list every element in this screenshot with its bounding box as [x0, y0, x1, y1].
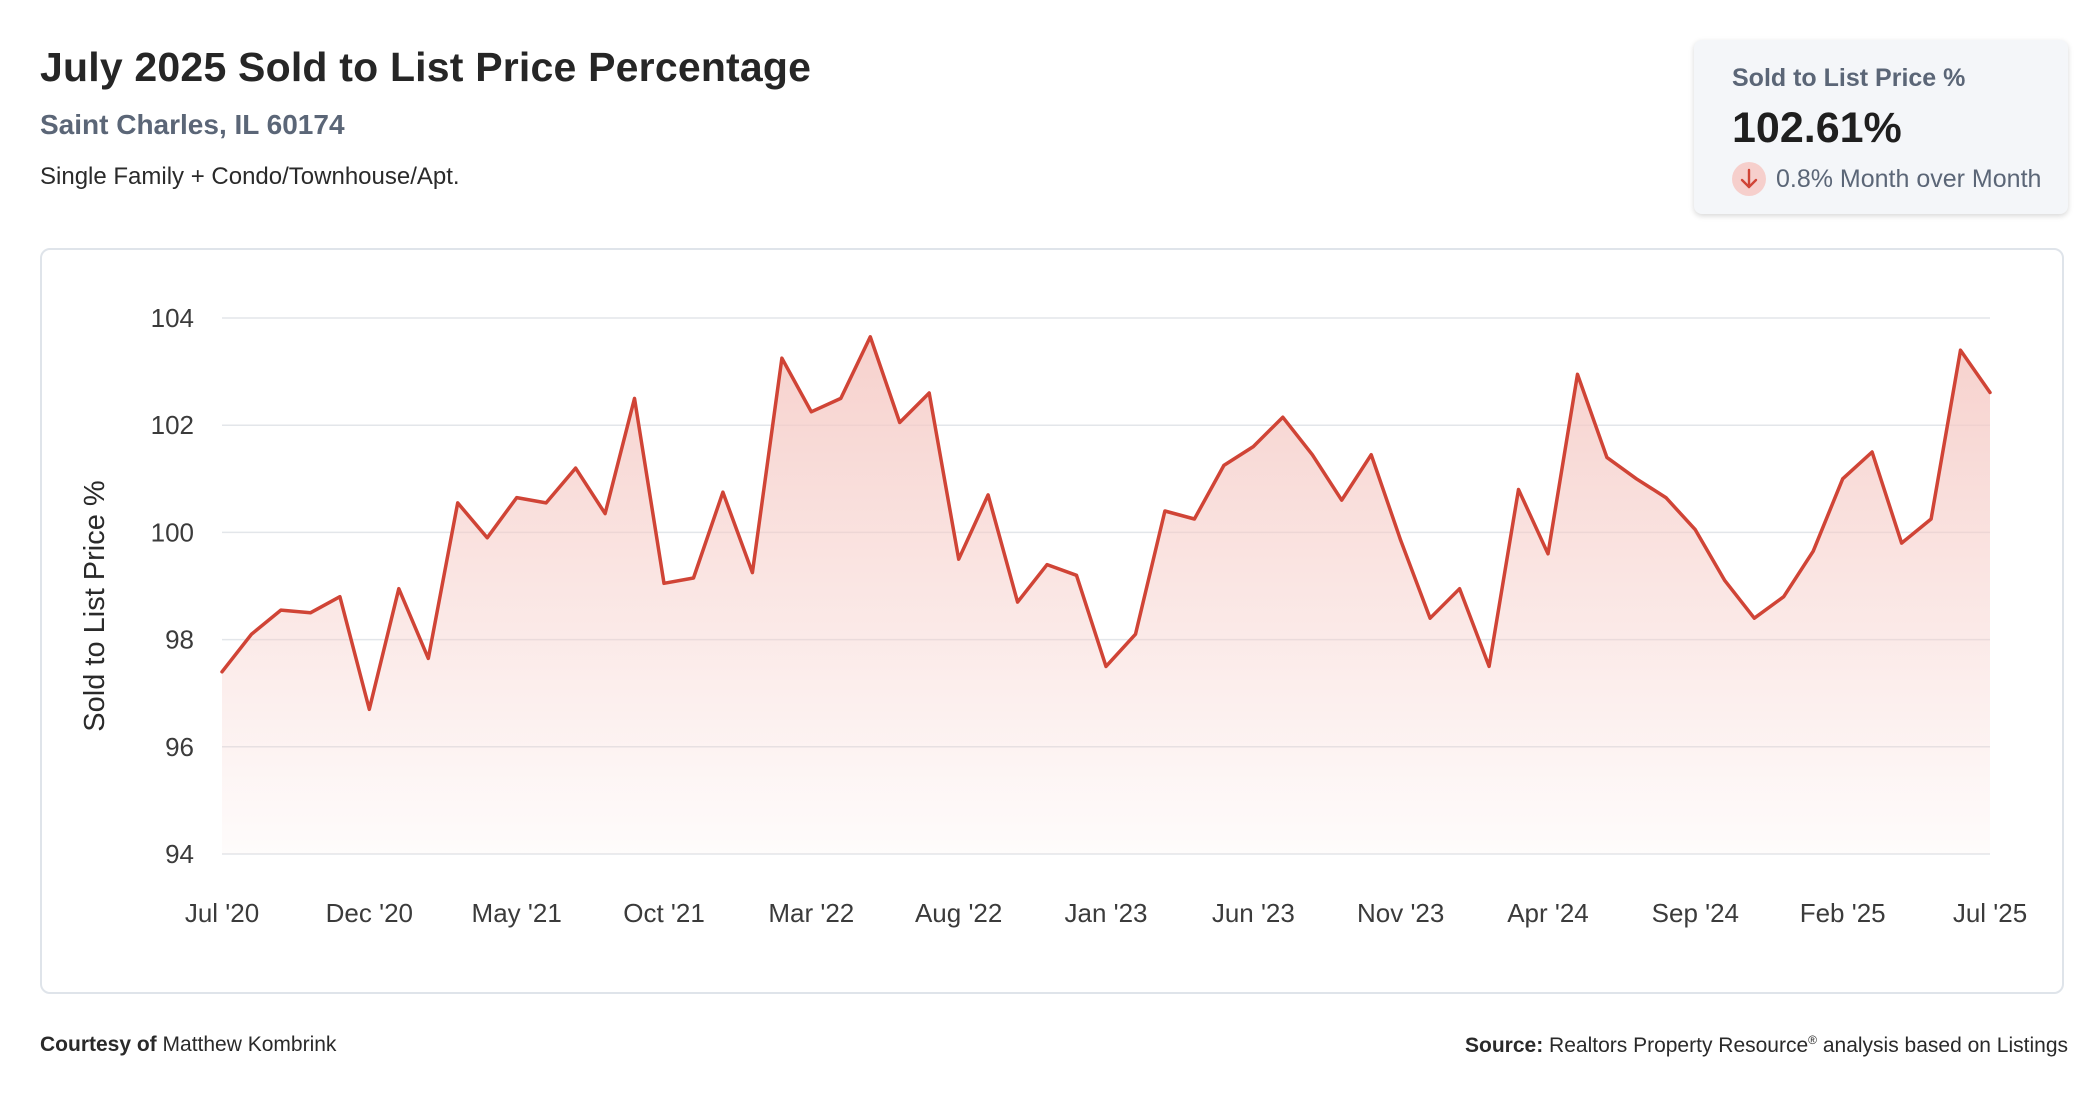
registered-mark: ®: [1808, 1033, 1817, 1047]
stat-change: 0.8% Month over Month: [1732, 162, 2041, 196]
y-tick-label: 98: [165, 625, 194, 655]
line-chart: 94 96 98 100 102 104 Jul '20 Dec '20 May '21 Oct…: [79, 303, 2027, 928]
x-tick-label: Jan '23: [1064, 898, 1147, 928]
x-tick-label: Sep '24: [1652, 898, 1739, 928]
y-tick-label: 102: [151, 410, 194, 440]
stat-value: 102.61%: [1732, 104, 1902, 152]
series-area: [222, 336, 1990, 854]
source-text: Realtors Property Resource: [1549, 1034, 1809, 1057]
arrow-down-icon: [1732, 162, 1766, 196]
y-axis-title: Sold to List Price %: [79, 480, 111, 731]
location-subtitle: Saint Charles, IL 60174: [40, 109, 345, 140]
x-tick-label: Jul '25: [1953, 898, 2027, 928]
x-tick-label: Feb '25: [1800, 898, 1886, 928]
source-label: Source:: [1465, 1034, 1544, 1057]
x-tick-label: Aug '22: [915, 898, 1002, 928]
y-tick-label: 94: [165, 839, 194, 869]
page-title: July 2025 Sold to List Price Percentage: [40, 44, 812, 90]
y-tick-label: 100: [151, 517, 194, 547]
series-line: [220, 335, 1992, 712]
x-tick-label: Dec '20: [326, 898, 413, 928]
x-tick-label: Jun '23: [1212, 898, 1295, 928]
x-tick-label: Jul '20: [185, 898, 259, 928]
courtesy-credit: Courtesy of Matthew Kombrink: [40, 1033, 336, 1057]
x-tick-label: Nov '23: [1357, 898, 1444, 928]
courtesy-name: Matthew Kombrink: [162, 1033, 337, 1056]
stat-change-text: 0.8% Month over Month: [1776, 164, 2042, 193]
header: July 2025 Sold to List Price Percentage …: [40, 44, 811, 191]
source-suffix: analysis based on Listings: [1822, 1034, 2068, 1057]
y-tick-label: 104: [151, 303, 194, 333]
chart-card: 94 96 98 100 102 104 Jul '20 Dec '20 May '21 Oct…: [40, 248, 2064, 994]
x-tick-label: Mar '22: [768, 898, 854, 928]
x-tick-label: Oct '21: [623, 898, 705, 928]
property-type-subtitle: Single Family + Condo/Townhouse/Apt.: [40, 163, 460, 190]
x-tick-label: Apr '24: [1507, 898, 1589, 928]
y-tick-label: 96: [165, 732, 194, 762]
stat-card: Sold to List Price % 102.61% 0.8% Month …: [1694, 40, 2068, 214]
stat-label: Sold to List Price %: [1732, 64, 1966, 92]
x-tick-label: May '21: [472, 898, 562, 928]
source-credit: Source: Realtors Property Resource® anal…: [1465, 1033, 2068, 1058]
courtesy-label: Courtesy of: [40, 1033, 157, 1056]
